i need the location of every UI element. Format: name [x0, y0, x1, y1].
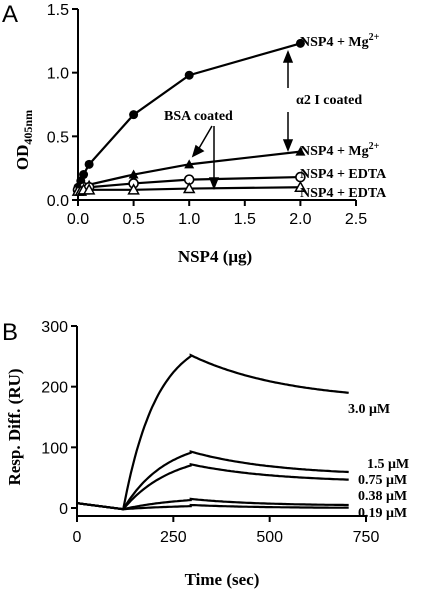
chart-b: 0 250 500 750 0 100 200 300 Resp. Diff. (RU) Ti… — [5, 319, 409, 589]
chart-b-x-tick-label: 750 — [353, 529, 380, 546]
data-point — [184, 159, 195, 169]
arrow-bsa-left — [197, 125, 213, 151]
chart-a-x-tick-label: 1.0 — [178, 211, 200, 228]
chart-a-x-tick-label: 1.5 — [234, 211, 256, 228]
series-label-mg-triangle: NSP4 + Mg2+ — [300, 141, 380, 159]
chart-a-x-tick-label: 0.0 — [67, 211, 89, 228]
chart-a-y-tick-label: 0.5 — [47, 129, 69, 146]
chart-b-y-axis-label: Resp. Diff. (RU) — [5, 368, 24, 485]
chart-a-y-axis-label: OD405nm — [13, 110, 35, 170]
chart-a-y-tick-label: 0.0 — [47, 193, 69, 210]
data-point — [294, 180, 307, 193]
chart-a-x-tick-label: 0.5 — [122, 211, 144, 228]
series-label-edta-circle: NSP4 + EDTA — [300, 167, 387, 182]
arrow-a2-down-head — [282, 139, 294, 153]
chart-a: 0.0 0.5 1.0 1.5 2.0 2.5 0.0 0.5 1.0 1.5 OD405nm N… — [13, 2, 387, 266]
chart-a-x-tick-label: 2.0 — [289, 211, 311, 228]
annotation-a2-coated: α2 I coated — [296, 93, 362, 108]
chart-b-y-tick-label: 100 — [41, 440, 68, 457]
chart-b-x-tick-label: 0 — [73, 529, 82, 546]
data-point — [129, 110, 139, 120]
chart-a-x-tick-label: 2.5 — [345, 211, 367, 228]
chart-b-series-4 — [76, 497, 349, 511]
chart-b-y-tick-label: 0 — [59, 501, 68, 518]
data-point — [184, 70, 194, 80]
chart-a-y-tick-label: 1.5 — [47, 2, 69, 19]
chart-b-series-3 — [76, 462, 349, 511]
annotation-arrows — [191, 49, 294, 191]
chart-b-x-tick-label: 500 — [256, 529, 283, 546]
series-label-0-38uM: 0.38 μM — [358, 489, 407, 504]
chart-b-series-2 — [76, 450, 349, 511]
series-label-1-5uM: 1.5 μM — [367, 457, 409, 472]
arrow-bsa-down-head — [208, 177, 220, 191]
data-point — [84, 159, 94, 169]
chart-a-x-axis-label: NSP4 (μg) — [178, 247, 252, 266]
series-label-3-0uM: 3.0 μM — [348, 402, 390, 417]
panel-a-letter: A — [2, 1, 18, 28]
annotation-bsa-coated: BSA coated — [164, 109, 233, 124]
chart-b-x-tick-label: 250 — [160, 529, 187, 546]
data-point — [182, 181, 196, 194]
series-label-mg-circle: NSP4 + Mg2+ — [300, 32, 380, 50]
data-point — [295, 146, 306, 156]
series-label-0-75uM: 0.75 μM — [358, 473, 407, 488]
series-label-0-19uM: 0.19 μM — [358, 506, 407, 521]
series-label-edta-triangle: NSP4 + EDTA — [300, 186, 387, 201]
chart-b-series-5 — [76, 502, 349, 511]
arrow-bsa-left-head — [191, 144, 205, 158]
chart-b-y-tick-label: 300 — [41, 319, 68, 336]
panel-b-letter: B — [2, 319, 18, 346]
data-point — [82, 183, 96, 195]
arrow-a2-up-head — [282, 49, 294, 63]
data-point — [128, 169, 139, 179]
chart-b-series-1 — [76, 353, 349, 511]
data-point — [127, 183, 140, 195]
chart-b-x-axis-label: Time (sec) — [185, 570, 260, 589]
chart-a-y-tick-label: 1.0 — [47, 66, 69, 83]
chart-b-y-tick-label: 200 — [41, 380, 68, 397]
data-point — [79, 170, 89, 180]
data-point — [295, 38, 305, 48]
chart-a-series-4 — [71, 180, 307, 196]
